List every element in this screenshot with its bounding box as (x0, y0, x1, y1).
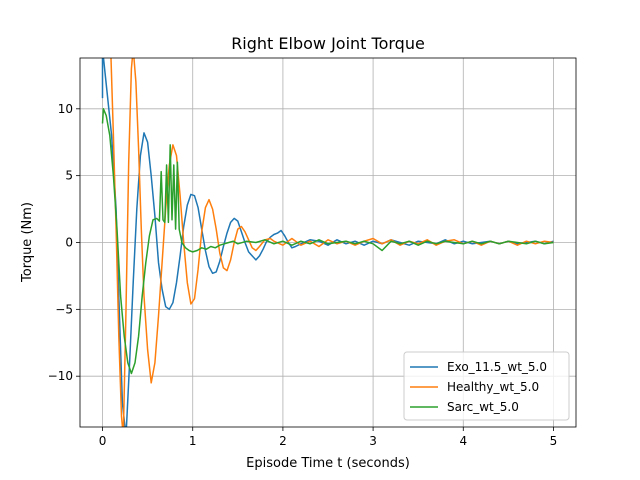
x-axis-label: Episode Time t (seconds) (246, 456, 410, 471)
x-tick-label: 4 (459, 434, 467, 448)
y-tick-label: −10 (48, 369, 73, 383)
y-axis-label: Torque (Nm) (20, 202, 35, 283)
legend-label-1: Healthy_wt_5.0 (447, 380, 539, 394)
x-tick-label: 3 (369, 434, 377, 448)
x-axis-ticks: 0 1 2 3 4 5 (99, 427, 558, 448)
y-tick-label: 0 (65, 236, 73, 250)
x-tick-label: 1 (189, 434, 197, 448)
chart-title: Right Elbow Joint Torque (231, 34, 425, 53)
y-axis-ticks: −10 −5 0 5 10 (48, 102, 80, 383)
series-line-2 (101, 108, 554, 375)
legend: Exo_11.5_wt_5.0 Healthy_wt_5.0 Sarc_wt_5.0 (403, 351, 570, 421)
legend-box (403, 351, 570, 421)
x-tick-label: 2 (279, 434, 287, 448)
y-tick-label: −5 (55, 302, 73, 316)
series-lines (101, 58, 554, 427)
series-line-0 (101, 58, 554, 427)
x-tick-label: 5 (550, 434, 558, 448)
series-line-1 (110, 58, 554, 427)
legend-label-2: Sarc_wt_5.0 (447, 400, 519, 414)
x-tick-label: 0 (99, 434, 107, 448)
y-tick-label: 10 (58, 102, 73, 116)
y-tick-label: 5 (65, 169, 73, 183)
legend-label-0: Exo_11.5_wt_5.0 (447, 360, 547, 374)
